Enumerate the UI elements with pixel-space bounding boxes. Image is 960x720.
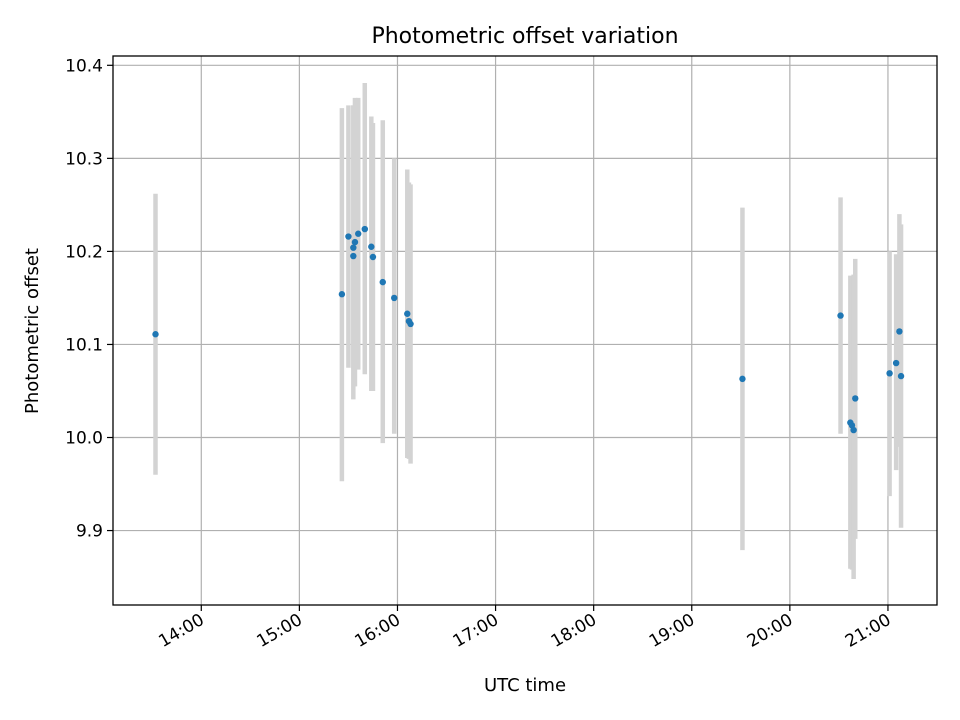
data-point [361, 225, 368, 233]
data-point [338, 291, 346, 298]
data-point [351, 238, 359, 246]
grid-layer [113, 56, 937, 605]
x-tick-label: 18:00 [548, 610, 600, 652]
y-tick-label: 10.2 [65, 242, 103, 262]
data-point [837, 312, 844, 319]
y-tick-label: 10.0 [65, 429, 103, 449]
chart-title: Photometric offset variation [371, 24, 678, 49]
y-tick-label: 10.4 [65, 56, 103, 76]
data-point [850, 426, 857, 434]
x-tick-label: 16:00 [352, 610, 404, 652]
data-point [739, 375, 746, 383]
data-point [152, 331, 159, 338]
data-point [404, 310, 411, 317]
x-tick-label: 19:00 [646, 610, 698, 652]
y-tick-label: 9.9 [76, 522, 103, 542]
data-point [391, 294, 398, 302]
point-layer [152, 225, 905, 434]
y-tick-label: 10.1 [65, 335, 103, 355]
x-tick-label: 15:00 [253, 610, 305, 652]
plot-frame [112, 55, 938, 606]
errorbar-layer [153, 82, 904, 579]
data-point [345, 233, 352, 240]
x-tick-label: 17:00 [450, 610, 502, 652]
x-axis-label: UTC time [484, 675, 566, 696]
tick-layer: 14:00 15:00 16:00 17:00 18:00 19:00 20:00 21:00… [65, 56, 894, 652]
x-tick-label: 14:00 [155, 610, 207, 652]
data-point [355, 230, 362, 237]
data-point [892, 359, 900, 367]
x-tick-label: 20:00 [744, 610, 796, 652]
data-point [379, 278, 386, 286]
data-point [368, 243, 375, 250]
x-tick-label: 21:00 [842, 610, 894, 652]
data-point [897, 372, 905, 380]
data-point [369, 253, 377, 261]
data-point [350, 252, 357, 260]
y-axis-label: Photometric offset [22, 248, 43, 414]
y-tick-label: 10.3 [65, 149, 103, 169]
data-point [852, 395, 859, 402]
data-point [350, 244, 357, 251]
data-point [886, 370, 893, 377]
data-point [896, 328, 903, 335]
data-point [407, 320, 414, 328]
